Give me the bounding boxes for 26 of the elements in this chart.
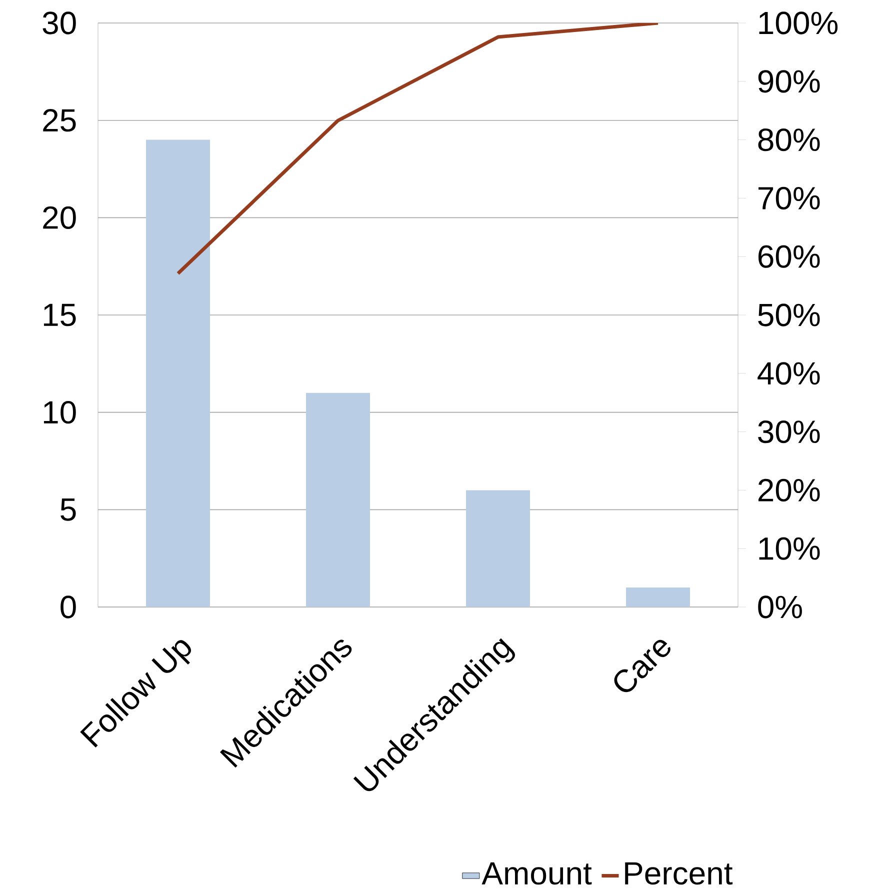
y-tick-label: 5 <box>60 498 76 521</box>
y-tick-label: 15 <box>44 304 76 326</box>
y-tick-label: 10 <box>44 401 76 424</box>
x-tick-label: Care <box>614 640 670 692</box>
y-tick-label: 20 <box>43 206 76 229</box>
bar <box>626 588 690 607</box>
y2-tick-label: 10% <box>759 537 820 560</box>
y2-tick-label: 30% <box>758 420 820 444</box>
line-series <box>176 22 660 276</box>
y2-tick-label: 60% <box>758 245 820 268</box>
bar <box>466 490 530 607</box>
y-tick-label: 25 <box>43 109 76 132</box>
y2-tick-label: 20% <box>758 478 820 502</box>
y-tick-label: 30 <box>42 12 76 34</box>
y2-tick-label: 40% <box>758 362 820 385</box>
y2-tick-label: 0% <box>758 596 802 618</box>
legend-label: Percent <box>625 862 733 885</box>
bar <box>146 140 210 607</box>
y2-tick-label: 50% <box>758 304 820 326</box>
legend-label: Amount <box>482 862 592 885</box>
y-tick-label: 0 <box>60 596 76 618</box>
y2-tick-label: 70% <box>758 186 820 210</box>
y2-tick-label: 80% <box>758 128 820 152</box>
bar <box>306 392 370 607</box>
y2-tick-label: 90% <box>758 70 820 93</box>
y2-tick-label: 100% <box>759 12 838 34</box>
